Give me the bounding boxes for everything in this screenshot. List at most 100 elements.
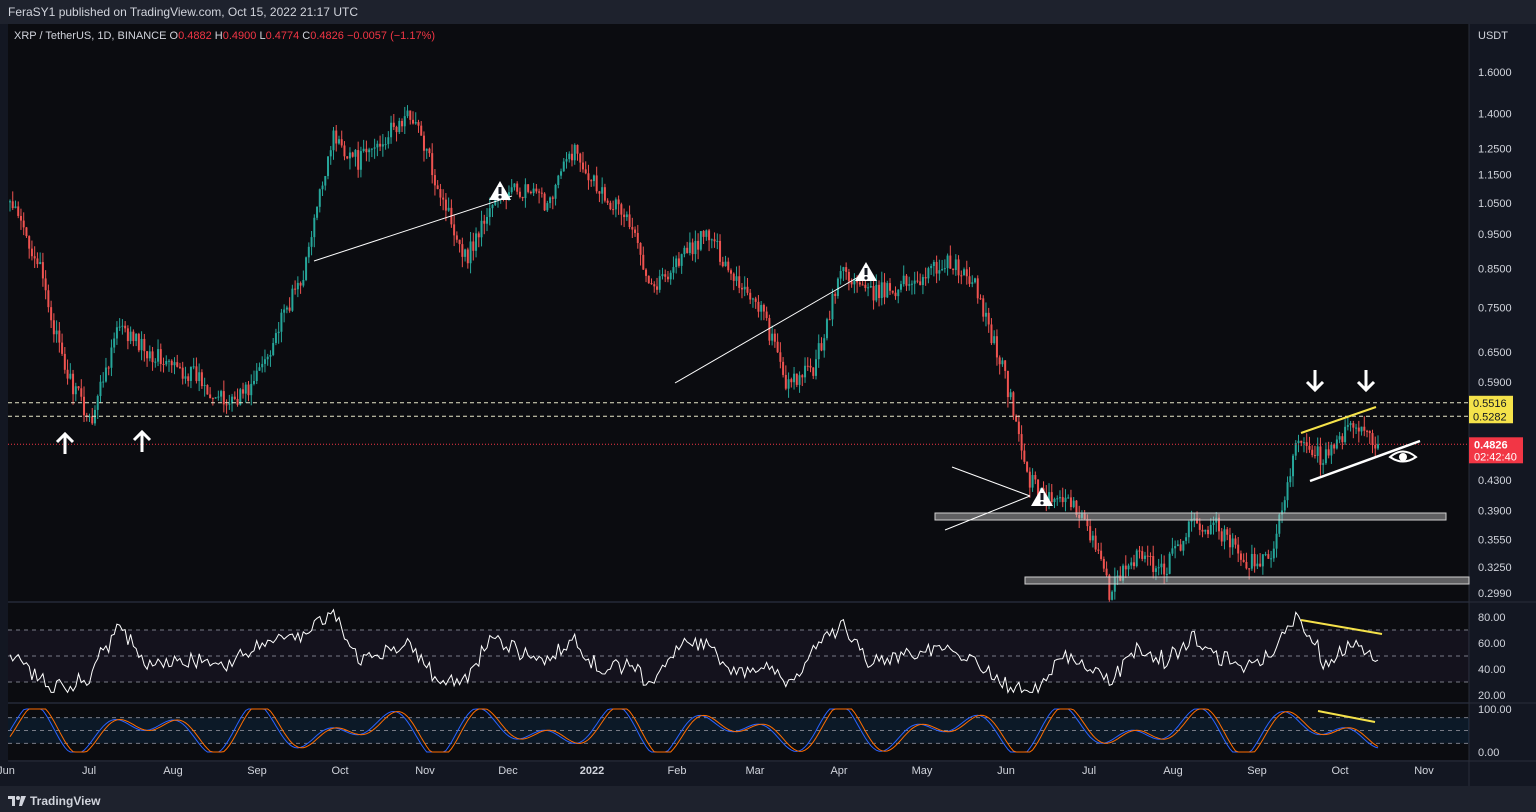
candle-body xyxy=(222,391,225,405)
candle-body xyxy=(1171,548,1174,554)
high-value: 0.4900 xyxy=(222,30,257,42)
candle-body xyxy=(115,327,118,339)
candle-body xyxy=(1283,500,1286,511)
candle-body xyxy=(1220,531,1223,542)
candle-body xyxy=(847,271,850,282)
price-tick-label: 0.5900 xyxy=(1478,377,1512,389)
candle-body xyxy=(1196,518,1199,524)
tradingview-logo[interactable]: TradingView xyxy=(8,790,100,812)
candle-body xyxy=(571,153,574,161)
candle-body xyxy=(491,204,494,209)
candle-body xyxy=(557,175,560,185)
arrow-head xyxy=(55,431,75,444)
candle-body xyxy=(886,283,889,298)
candle-body xyxy=(395,126,398,133)
candle-body xyxy=(897,289,900,297)
candle-body xyxy=(773,333,776,342)
candle-body xyxy=(1004,360,1007,371)
time-tick-label: Mar xyxy=(746,765,765,777)
candle-body xyxy=(1080,513,1083,518)
candle-body xyxy=(782,361,785,375)
candle-body xyxy=(96,396,99,410)
candle-body xyxy=(943,268,946,270)
candle-body xyxy=(168,360,171,362)
candle-body xyxy=(30,248,33,257)
candle-body xyxy=(634,229,637,233)
candle-body xyxy=(316,206,319,218)
candle-body xyxy=(957,259,960,276)
candle-body xyxy=(159,349,162,364)
candle-body xyxy=(757,301,760,312)
candle-body xyxy=(170,360,173,366)
time-tick-label: Aug xyxy=(163,765,183,777)
down-arrow-icon xyxy=(1305,370,1325,393)
candle-body xyxy=(708,230,711,241)
candle-body xyxy=(1064,497,1067,503)
candle-body xyxy=(1067,497,1070,499)
open-label: O xyxy=(169,30,179,42)
candle-body xyxy=(486,216,489,224)
candle-body xyxy=(1023,450,1026,462)
candle-body xyxy=(1349,423,1352,426)
candle-body xyxy=(33,256,36,259)
candle-body xyxy=(44,278,47,291)
candle-body xyxy=(1133,562,1136,567)
candle-body xyxy=(1278,514,1281,534)
candle-body xyxy=(721,261,724,267)
candle-body xyxy=(192,366,195,368)
rsi-line xyxy=(9,608,1379,694)
candle-body xyxy=(754,298,757,302)
candle-body xyxy=(102,381,105,383)
candle-body xyxy=(368,149,371,153)
candle-body xyxy=(417,122,420,126)
candle-body xyxy=(836,278,839,297)
candle-body xyxy=(623,214,626,218)
candle-body xyxy=(428,148,431,154)
candle-body xyxy=(305,257,308,280)
candle-body xyxy=(699,231,702,250)
candle-body xyxy=(524,184,527,199)
candle-body xyxy=(787,379,790,389)
time-tick-label: Apr xyxy=(830,765,847,777)
candle-body xyxy=(36,258,39,265)
candle-body xyxy=(625,214,628,218)
candle-body xyxy=(206,385,209,395)
candle-body xyxy=(1141,551,1144,559)
candle-body xyxy=(845,267,848,272)
candle-body xyxy=(1130,562,1133,566)
candle-body xyxy=(702,231,705,237)
candle-body xyxy=(738,276,741,288)
candle-body xyxy=(592,175,595,182)
candle-body xyxy=(952,268,955,271)
candle-body xyxy=(1100,550,1103,559)
support-zone xyxy=(1024,576,1470,585)
candle-body xyxy=(1056,498,1059,500)
candle-body xyxy=(746,286,749,293)
candle-body xyxy=(617,199,620,205)
candle-body xyxy=(719,240,722,262)
candle-body xyxy=(1341,436,1344,443)
arrow-head xyxy=(1305,380,1325,393)
candle-body xyxy=(1143,555,1146,559)
candle-body xyxy=(645,269,648,276)
candle-body xyxy=(834,293,837,297)
candle-body xyxy=(209,394,212,399)
price-tick-label: 1.0500 xyxy=(1478,198,1512,210)
candle-body xyxy=(894,292,897,297)
candle-body xyxy=(1297,440,1300,444)
price-tick-label: 0.2990 xyxy=(1478,588,1512,600)
candle-body xyxy=(683,247,686,255)
candle-body xyxy=(189,366,192,381)
candle-body xyxy=(899,284,902,290)
time-tick-label: Nov xyxy=(1414,765,1434,777)
candle-body xyxy=(72,373,75,395)
candle-body xyxy=(1204,529,1207,532)
candle-body xyxy=(812,367,815,376)
candle-body xyxy=(447,207,450,211)
candle-body xyxy=(283,309,286,313)
candle-body xyxy=(1267,554,1270,559)
stoch-divergence-line xyxy=(1317,710,1376,723)
candle-body xyxy=(63,353,66,370)
candle-body xyxy=(110,347,113,368)
